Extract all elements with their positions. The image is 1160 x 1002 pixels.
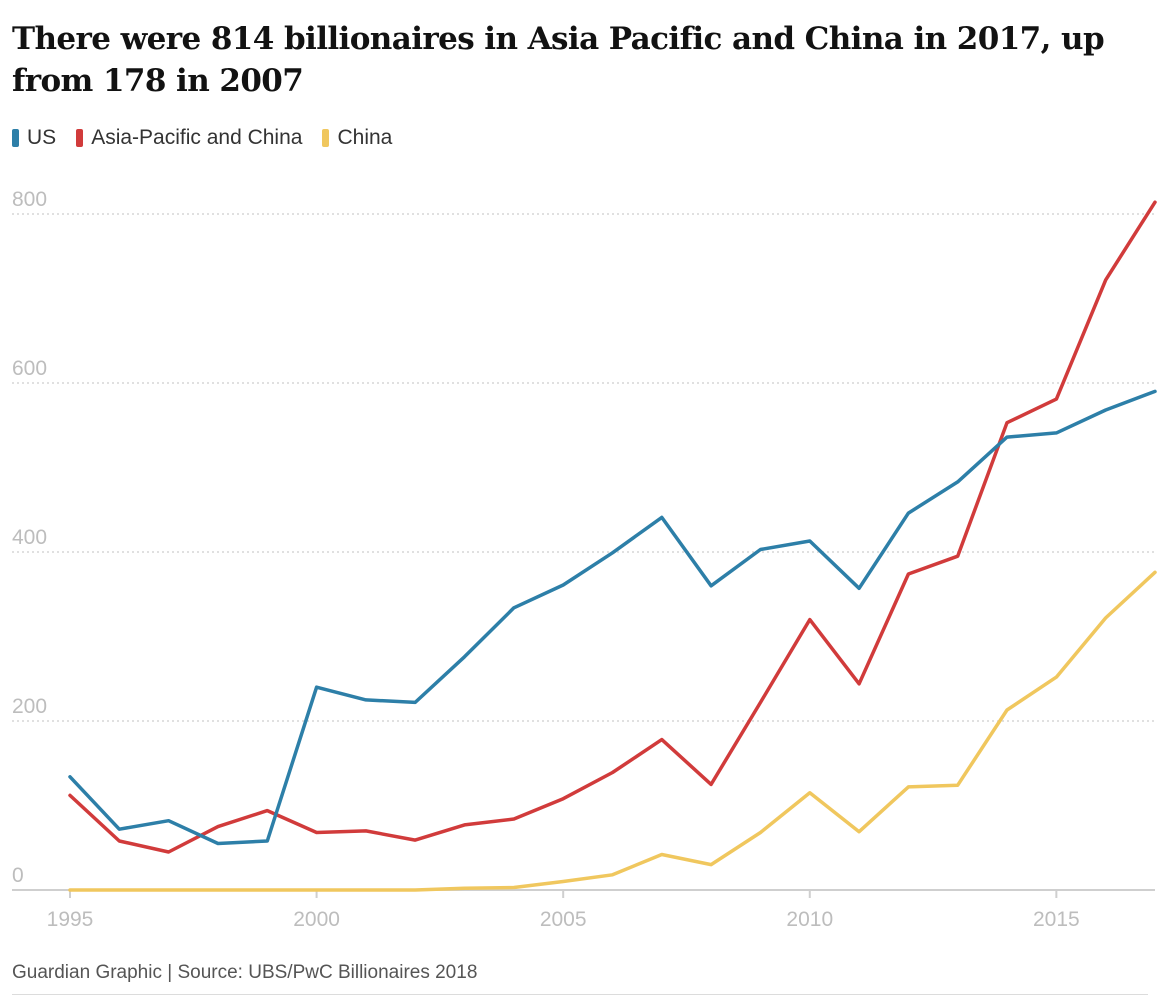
chart-title: There were 814 billionaires in Asia Paci… — [12, 21, 1105, 99]
legend-label-asia-pacific: Asia-Pacific and China — [91, 126, 303, 149]
x-tick-label-2015: 2015 — [1033, 908, 1080, 931]
source-note: Guardian Graphic | Source: UBS/PwC Billi… — [12, 962, 478, 983]
chart-legend: US Asia-Pacific and China China — [12, 126, 392, 150]
series-line-asia-pacific-and-china — [68, 200, 1157, 854]
legend-swatch-asia-pacific — [76, 129, 84, 147]
legend-label-us: US — [27, 126, 57, 149]
x-tick-label-2005: 2005 — [540, 908, 587, 931]
line-chart: 0 200 400 600 800 1995 2000 2005 2010 2015 — [12, 188, 1157, 931]
y-tick-label-800: 800 — [12, 188, 47, 211]
x-tick-label-2010: 2010 — [786, 908, 833, 931]
series-line-china — [68, 570, 1157, 892]
series-line-us — [68, 389, 1157, 846]
y-tick-label-0: 0 — [12, 864, 24, 887]
y-tick-label-200: 200 — [12, 695, 47, 718]
x-tick-label-1995: 1995 — [47, 908, 94, 931]
y-tick-label-600: 600 — [12, 357, 47, 380]
legend-item-us: US — [12, 126, 56, 150]
legend-swatch-us — [12, 129, 19, 147]
legend-label-china: China — [337, 126, 393, 149]
legend-item-asia-pacific: Asia-Pacific and China — [76, 126, 302, 150]
x-tick-label-2000: 2000 — [293, 908, 340, 931]
legend-swatch-china — [322, 129, 330, 147]
bottom-divider — [12, 994, 1148, 995]
legend-item-china: China — [322, 126, 392, 150]
y-tick-label-400: 400 — [12, 526, 47, 549]
